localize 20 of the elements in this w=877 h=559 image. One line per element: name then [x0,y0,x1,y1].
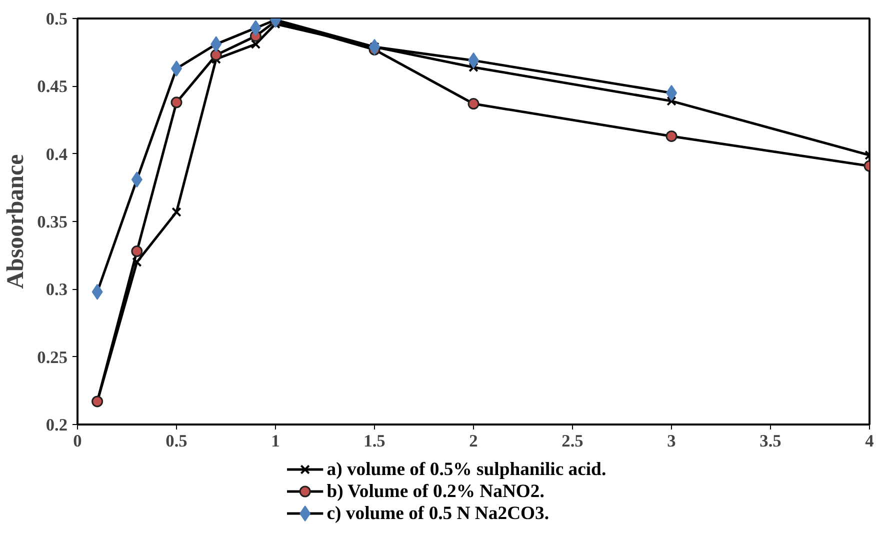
y-tick-label: 0.3 [46,280,68,300]
legend-label: b) Volume of 0.2% NaNO2. [326,481,544,502]
x-tick-label: 2 [469,432,478,450]
y-tick-label: 0.5 [46,10,68,28]
y-tick-label: 0.35 [37,212,68,232]
x-tick-label: 3.5 [760,432,782,450]
y-axis-title: Absoorbance [3,154,30,289]
x-tick-label: 2.5 [562,432,584,450]
x-tick-label: 1.5 [364,432,386,450]
y-tick-label: 0.4 [46,144,68,164]
x-tick-label: 1 [271,432,280,450]
y-tick-label: 0.2 [46,416,68,434]
legend-label: c) volume of 0.5 N Na2CO3. [326,503,550,524]
y-tick-label: 0.45 [37,77,68,96]
x-tick-label: 3 [667,432,676,450]
x-tick-label: 0.5 [166,432,188,450]
x-tick-label: 4 [865,432,874,450]
x-tick-label: 0 [73,432,82,450]
legend-label: a) volume of 0.5% sulphanilic acid. [326,459,606,480]
y-tick-label: 0.25 [37,348,68,367]
